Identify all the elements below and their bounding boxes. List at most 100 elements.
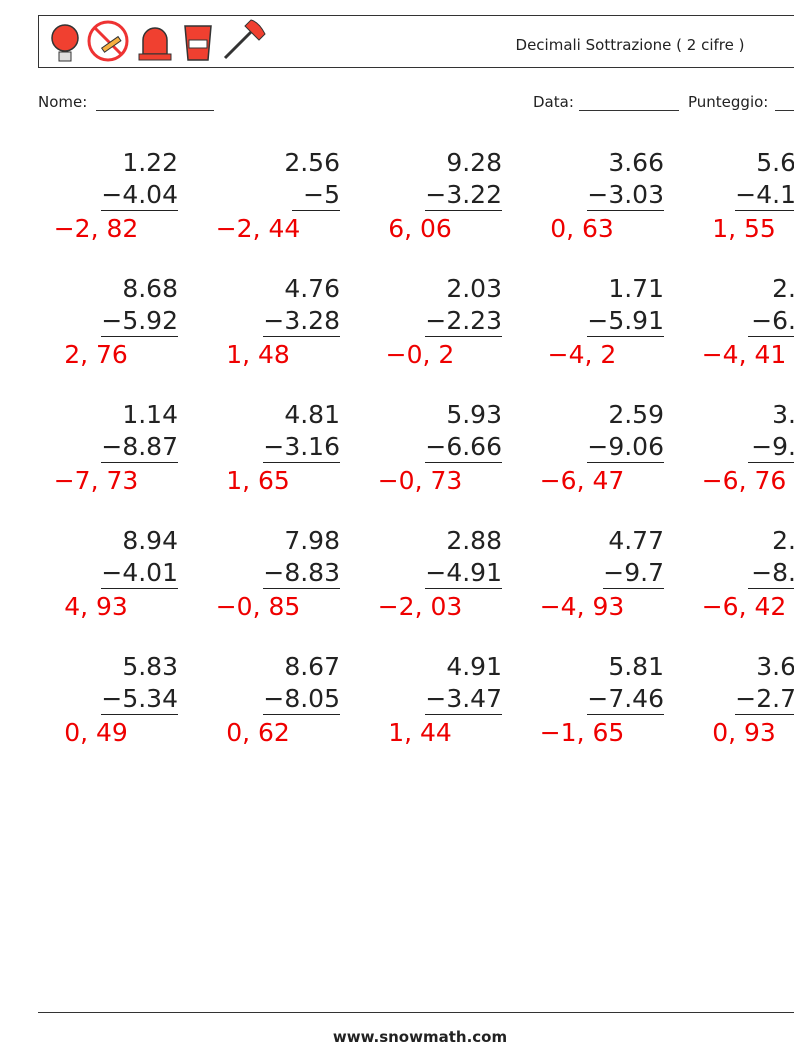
top-number: 3.6 xyxy=(756,652,794,681)
bottom-number: −6. xyxy=(748,306,794,337)
top-number: 2.59 xyxy=(608,400,664,429)
bottom-row: −4.04 xyxy=(38,180,178,211)
bottom-row: −6.66 xyxy=(362,432,502,463)
bottom-row: −2.23 xyxy=(362,306,502,337)
bottom-number: −5.34 xyxy=(101,684,178,715)
answer: −0, 85 xyxy=(215,592,301,621)
name-blank xyxy=(96,110,214,111)
bottom-number: −8.87 xyxy=(101,432,178,463)
top-number: 1.22 xyxy=(122,148,178,177)
answer: 2, 76 xyxy=(64,340,128,369)
answer: 6, 06 xyxy=(388,214,452,243)
score-label: Punteggio: xyxy=(688,93,769,111)
bottom-row: −5.91 xyxy=(524,306,664,337)
bottom-number: −3.47 xyxy=(425,684,502,715)
answer: −6, 42 xyxy=(701,592,787,621)
title: Decimali Sottrazione ( 2 cifre ) xyxy=(515,36,745,54)
top-number: 1.14 xyxy=(122,400,178,429)
date-blank xyxy=(579,110,679,111)
top-number: 4.77 xyxy=(608,526,664,555)
bottom-number: −3.28 xyxy=(263,306,340,337)
bottom-number: −7.46 xyxy=(587,684,664,715)
name-label: Nome: xyxy=(38,93,88,111)
top-number: 5.93 xyxy=(446,400,502,429)
bottom-number: −3.22 xyxy=(425,180,502,211)
top-number: 4.76 xyxy=(284,274,340,303)
bottom-row: −3.16 xyxy=(200,432,340,463)
bottom-row: −2.7 xyxy=(656,684,794,715)
top-number: 2.03 xyxy=(446,274,502,303)
bottom-number: −5 xyxy=(292,180,340,211)
bottom-row: −9.7 xyxy=(524,558,664,589)
bottom-number: −9.06 xyxy=(587,432,664,463)
answer: −6, 47 xyxy=(539,466,625,495)
bottom-row: −9.06 xyxy=(524,432,664,463)
bottom-number: −3.03 xyxy=(587,180,664,211)
answer: 4, 93 xyxy=(64,592,128,621)
icons xyxy=(51,19,266,62)
bottom-row: −9. xyxy=(656,432,794,463)
top-number: 2. xyxy=(772,274,794,303)
header-box xyxy=(38,15,794,68)
answer: −0, 73 xyxy=(377,466,463,495)
top-number: 3.66 xyxy=(608,148,664,177)
bottom-number: −9. xyxy=(748,432,794,463)
answer: 0, 93 xyxy=(712,718,776,747)
answer: 0, 49 xyxy=(64,718,128,747)
top-number: 5.81 xyxy=(608,652,664,681)
bottom-number: −9.7 xyxy=(603,558,664,589)
bottom-row: −6. xyxy=(656,306,794,337)
bottom-row: −3.28 xyxy=(200,306,340,337)
footer-url: www.snowmath.com xyxy=(332,1028,508,1046)
answer: −4, 2 xyxy=(547,340,617,369)
bottom-row: −5 xyxy=(200,180,340,211)
top-number: 8.68 xyxy=(122,274,178,303)
bottom-number: −4.1 xyxy=(735,180,794,211)
answer: 1, 48 xyxy=(226,340,290,369)
bottom-number: −5.91 xyxy=(587,306,664,337)
answer: −1, 65 xyxy=(539,718,625,747)
score-blank xyxy=(775,110,794,111)
answer: −2, 03 xyxy=(377,592,463,621)
answer: −0, 2 xyxy=(385,340,455,369)
top-number: 7.98 xyxy=(284,526,340,555)
bottom-row: −3.47 xyxy=(362,684,502,715)
bottom-number: −6.66 xyxy=(425,432,502,463)
bottom-number: −5.92 xyxy=(101,306,178,337)
bottom-row: −3.22 xyxy=(362,180,502,211)
bottom-row: −4.1 xyxy=(656,180,794,211)
top-number: 9.28 xyxy=(446,148,502,177)
bottom-row: −8.83 xyxy=(200,558,340,589)
bottom-row: −8.87 xyxy=(38,432,178,463)
top-number: 4.81 xyxy=(284,400,340,429)
answer: 0, 63 xyxy=(550,214,614,243)
answer: −4, 41 xyxy=(701,340,787,369)
bottom-row: −5.92 xyxy=(38,306,178,337)
bottom-number: −4.91 xyxy=(425,558,502,589)
top-number: 5.6 xyxy=(756,148,794,177)
bottom-number: −4.04 xyxy=(101,180,178,211)
bottom-number: −8.05 xyxy=(263,684,340,715)
bottom-row: −4.91 xyxy=(362,558,502,589)
answer: 1, 55 xyxy=(712,214,776,243)
answer: 1, 44 xyxy=(388,718,452,747)
bottom-number: −2.23 xyxy=(425,306,502,337)
bottom-row: −4.01 xyxy=(38,558,178,589)
bottom-number: −8. xyxy=(748,558,794,589)
bottom-row: −8.05 xyxy=(200,684,340,715)
top-number: 8.67 xyxy=(284,652,340,681)
answer: 1, 65 xyxy=(226,466,290,495)
top-number: 3. xyxy=(772,400,794,429)
bottom-number: −2.7 xyxy=(735,684,794,715)
bottom-number: −3.16 xyxy=(263,432,340,463)
top-number: 2.88 xyxy=(446,526,502,555)
top-number: 5.83 xyxy=(122,652,178,681)
answer: −2, 82 xyxy=(53,214,139,243)
top-number: 2. xyxy=(772,526,794,555)
answer: −2, 44 xyxy=(215,214,301,243)
date-label: Data: xyxy=(533,93,574,111)
top-number: 4.91 xyxy=(446,652,502,681)
bottom-number: −4.01 xyxy=(101,558,178,589)
bottom-row: −5.34 xyxy=(38,684,178,715)
